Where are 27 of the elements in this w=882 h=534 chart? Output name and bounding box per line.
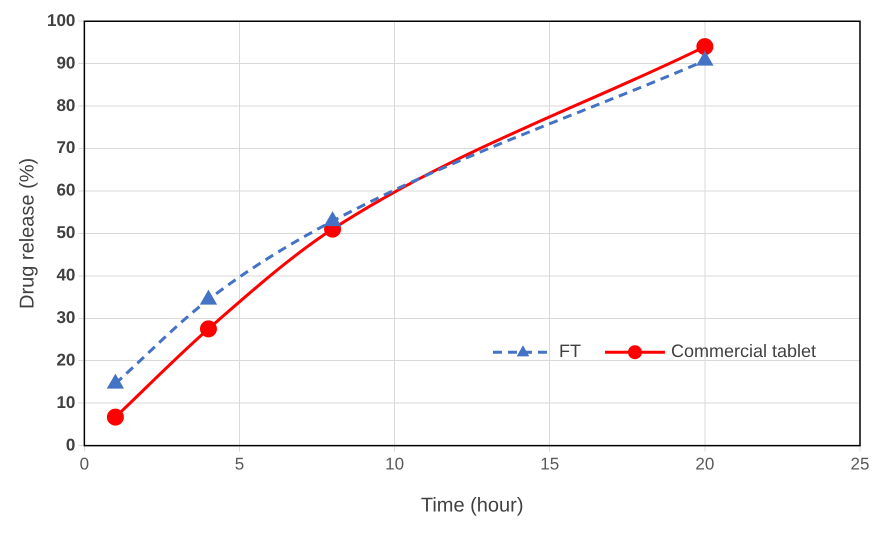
y-tick-label: 60 — [56, 180, 76, 200]
y-axis-title: Drug release (%) — [16, 158, 39, 309]
x-tick-label: 25 — [850, 454, 870, 474]
y-tick-label: 20 — [56, 350, 76, 370]
x-tick-label: 0 — [80, 454, 90, 474]
x-axis-title: Time (hour) — [420, 494, 524, 517]
y-tick-label: 80 — [56, 96, 76, 115]
point — [106, 408, 124, 426]
x-tick-label: 20 — [695, 454, 714, 474]
point — [697, 52, 712, 66]
y-tick-label: 10 — [56, 392, 76, 412]
y-tick-label: 100 — [46, 10, 76, 30]
y-tick-label: 40 — [56, 266, 76, 285]
point — [108, 375, 123, 389]
x-tick-label: 5 — [234, 454, 244, 474]
point — [200, 291, 216, 305]
x-tick-label: 15 — [540, 454, 560, 474]
point — [325, 212, 340, 226]
y-tick-label: 50 — [56, 223, 76, 242]
y-tick-label: 30 — [56, 308, 76, 327]
y-tick-label: 70 — [56, 138, 76, 158]
legend-label: FT — [558, 341, 581, 362]
legend-label: Commercial tablet — [670, 341, 816, 362]
y-tick-label: 0 — [66, 435, 76, 454]
x-tick-label: 10 — [385, 454, 404, 474]
point — [200, 320, 217, 338]
y-tick-label: 90 — [56, 53, 76, 72]
